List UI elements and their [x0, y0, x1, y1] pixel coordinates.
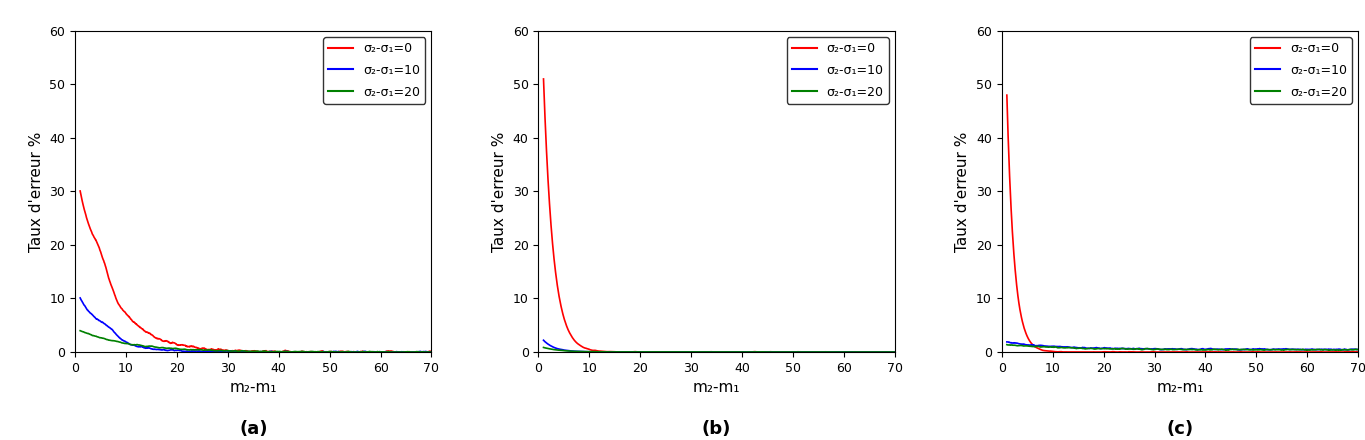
Y-axis label: Taux d'erreur %: Taux d'erreur % [493, 131, 508, 252]
X-axis label: m₂-m₁: m₂-m₁ [693, 380, 740, 395]
Text: (c): (c) [1167, 420, 1193, 438]
Legend: σ₂-σ₁=0, σ₂-σ₁=10, σ₂-σ₁=20: σ₂-σ₁=0, σ₂-σ₁=10, σ₂-σ₁=20 [324, 37, 426, 103]
Y-axis label: Taux d'erreur %: Taux d'erreur % [29, 131, 44, 252]
X-axis label: m₂-m₁: m₂-m₁ [1156, 380, 1204, 395]
Text: (b): (b) [702, 420, 732, 438]
Text: (a): (a) [239, 420, 268, 438]
Legend: σ₂-σ₁=0, σ₂-σ₁=10, σ₂-σ₁=20: σ₂-σ₁=0, σ₂-σ₁=10, σ₂-σ₁=20 [786, 37, 889, 103]
X-axis label: m₂-m₁: m₂-m₁ [229, 380, 277, 395]
Legend: σ₂-σ₁=0, σ₂-σ₁=10, σ₂-σ₁=20: σ₂-σ₁=0, σ₂-σ₁=10, σ₂-σ₁=20 [1250, 37, 1351, 103]
Y-axis label: Taux d'erreur %: Taux d'erreur % [955, 131, 971, 252]
